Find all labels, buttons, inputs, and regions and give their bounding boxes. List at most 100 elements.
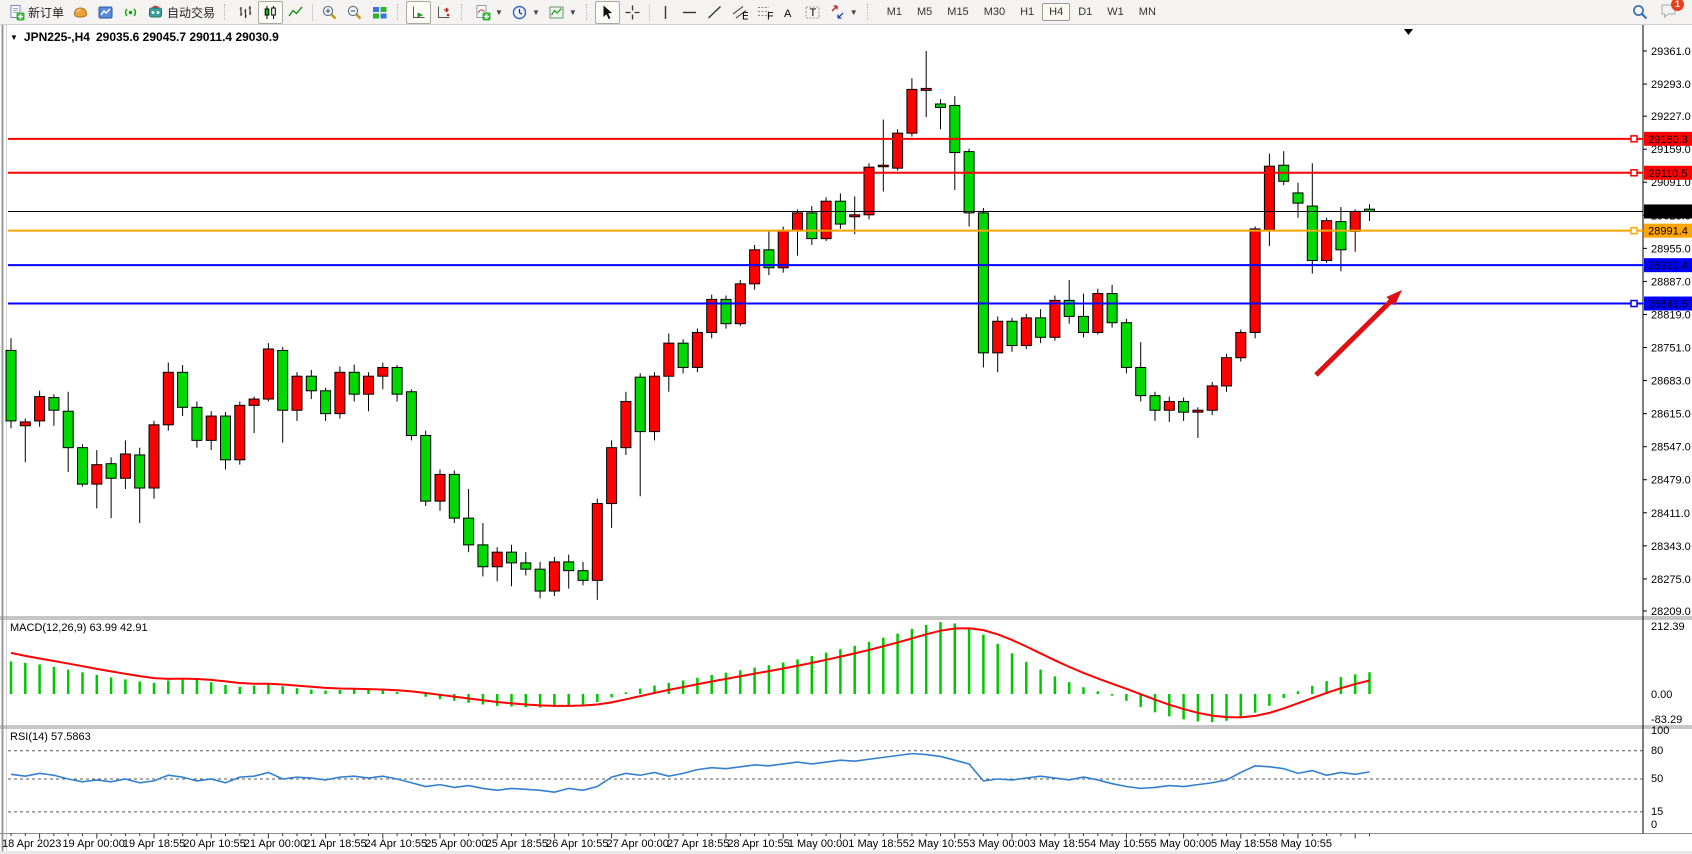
- toolbar-separator: [648, 3, 650, 21]
- vertical-line-tool-button[interactable]: [654, 1, 677, 24]
- notifications-button[interactable]: 1: [1659, 0, 1684, 23]
- toolbar-separator: [312, 3, 314, 21]
- periods-dropdown-caret: ▼: [531, 7, 540, 17]
- svg-text:29030.9: 29030.9: [1648, 206, 1688, 218]
- crosshair-icon: [624, 4, 641, 21]
- svg-text:28751.0: 28751.0: [1651, 343, 1691, 355]
- charts-button[interactable]: [93, 1, 118, 24]
- svg-text:28343.0: 28343.0: [1651, 541, 1691, 553]
- charts-icon: [97, 4, 114, 21]
- svg-text:80: 80: [1651, 745, 1663, 757]
- new-order-label: 新订单: [28, 5, 65, 20]
- channel-icon: E: [731, 4, 748, 21]
- svg-text:29091.0: 29091.0: [1651, 177, 1691, 189]
- bar-chart-icon: [237, 4, 254, 21]
- toolbar-right-group: 1: [1631, 0, 1684, 23]
- svg-text:0: 0: [1651, 819, 1657, 831]
- svg-text:25 Apr 00:00: 25 Apr 00:00: [425, 838, 487, 850]
- horizontal-line-tool-button[interactable]: [677, 1, 702, 24]
- timeframe-button-w1[interactable]: W1: [1107, 6, 1124, 18]
- zoom-out-button[interactable]: [342, 1, 367, 24]
- svg-text:28 Apr 10:55: 28 Apr 10:55: [727, 838, 789, 850]
- svg-text:19 Apr 18:55: 19 Apr 18:55: [123, 838, 185, 850]
- svg-text:0.00: 0.00: [1651, 689, 1672, 701]
- timeframe-button-d1[interactable]: D1: [1078, 6, 1093, 18]
- indicators-button[interactable]: ▼: [470, 1, 507, 24]
- timeframe-button-m15[interactable]: M15: [947, 6, 969, 18]
- timeframe-button-m5[interactable]: M5: [917, 6, 933, 18]
- window-frame: [0, 25, 1692, 854]
- macd-signal-line: [10, 627, 1370, 719]
- cursor-arrow-icon: [599, 4, 616, 21]
- svg-text:28683.0: 28683.0: [1651, 376, 1691, 388]
- new-order-button[interactable]: 新订单: [4, 1, 68, 24]
- candlestick-chart-type-button[interactable]: [258, 0, 284, 24]
- tile-windows-button[interactable]: [367, 1, 392, 24]
- arrows-tool-button[interactable]: ▼: [825, 1, 862, 24]
- horizontal-line-icon: [681, 4, 698, 21]
- line-chart-type-button[interactable]: [283, 1, 308, 24]
- chart-ohlc-values: 29035.6 29045.7 29011.4 29030.9: [95, 30, 279, 44]
- svg-text:1 May 18:55: 1 May 18:55: [848, 838, 909, 850]
- svg-text:28209.0: 28209.0: [1651, 606, 1691, 618]
- svg-text:28887.0: 28887.0: [1651, 276, 1691, 288]
- svg-text:-83.29: -83.29: [1651, 714, 1682, 726]
- horizontal-levels: [8, 135, 1643, 308]
- text-label-tool-button[interactable]: T: [800, 1, 825, 24]
- search-icon[interactable]: [1631, 3, 1649, 21]
- trendline-tool-button[interactable]: [702, 1, 727, 24]
- chart-area[interactable]: 29361.029293.029227.029159.029091.029023…: [0, 25, 1692, 854]
- timeframe-button-mn[interactable]: MN: [1138, 6, 1156, 18]
- market-watch-button[interactable]: [68, 1, 93, 24]
- periods-button[interactable]: ▼: [507, 1, 544, 24]
- main-toolbar: 新订单 自动交易 ▼ ▼: [0, 0, 1692, 25]
- fibonacci-tool-button[interactable]: F: [752, 1, 777, 24]
- cursor-tool-button[interactable]: [594, 0, 620, 24]
- text-tool-button[interactable]: A: [777, 1, 800, 24]
- templates-dropdown-caret: ▼: [568, 7, 577, 17]
- timeframe-button-m30[interactable]: M30: [983, 6, 1006, 18]
- chart-shift-button[interactable]: [431, 1, 456, 24]
- auto-trading-button[interactable]: 自动交易: [143, 1, 219, 24]
- notification-badge: 1: [1671, 0, 1684, 11]
- templates-button[interactable]: ▼: [544, 1, 581, 24]
- tile-windows-icon: [371, 4, 388, 21]
- auto-trading-icon: [147, 4, 164, 21]
- equidistant-channel-tool-button[interactable]: E: [727, 1, 752, 24]
- chart-shift-icon: [435, 4, 452, 21]
- trend-arrow-annotation: [1314, 290, 1402, 377]
- svg-text:28920.4: 28920.4: [1648, 260, 1688, 272]
- signals-button[interactable]: [118, 1, 143, 24]
- svg-text:28615.0: 28615.0: [1651, 409, 1691, 421]
- auto-trading-label: 自动交易: [167, 5, 216, 20]
- panel-separators: [0, 25, 1692, 834]
- auto-scroll-icon: [410, 4, 427, 21]
- svg-text:25 Apr 18:55: 25 Apr 18:55: [486, 838, 548, 850]
- timeframe-button-h1[interactable]: H1: [1020, 6, 1035, 18]
- svg-text:29361.0: 29361.0: [1651, 46, 1691, 58]
- chart-symbol-period: JPN225-,H4: [23, 30, 90, 44]
- zoom-in-icon: [321, 4, 338, 21]
- price-axis: 29361.029293.029227.029159.029091.029023…: [1643, 46, 1691, 618]
- bar-chart-type-button[interactable]: [233, 1, 258, 24]
- new-order-icon: [8, 4, 25, 21]
- timeframe-buttons: M1 M5 M15 M30 H1 H4 D1 W1 MN: [880, 3, 1163, 21]
- svg-text:28991.4: 28991.4: [1648, 226, 1688, 238]
- chart-shift-marker[interactable]: [1404, 29, 1413, 35]
- price-tags: 29180.3 29110.5 29030.9 28991.4 28920.4 28841…: [1644, 131, 1692, 311]
- vertical-line-icon: [658, 4, 673, 21]
- crosshair-tool-button[interactable]: [620, 1, 645, 24]
- zoom-in-button[interactable]: [317, 1, 342, 24]
- timeframe-button-m1[interactable]: M1: [886, 6, 902, 18]
- signals-icon: [122, 4, 139, 21]
- macd-axis: 212.39 0.00 -83.29: [1651, 621, 1685, 726]
- svg-text:F: F: [767, 10, 773, 21]
- svg-text:29110.5: 29110.5: [1649, 168, 1688, 180]
- chart-title-collapse-icon[interactable]: ▼: [10, 32, 18, 42]
- indicators-icon: [474, 4, 491, 21]
- svg-text:21 Apr 00:00: 21 Apr 00:00: [244, 838, 306, 850]
- timeframe-button-h4[interactable]: H4: [1042, 3, 1071, 21]
- svg-text:28841.5: 28841.5: [1648, 299, 1688, 311]
- auto-scroll-button[interactable]: [406, 0, 432, 24]
